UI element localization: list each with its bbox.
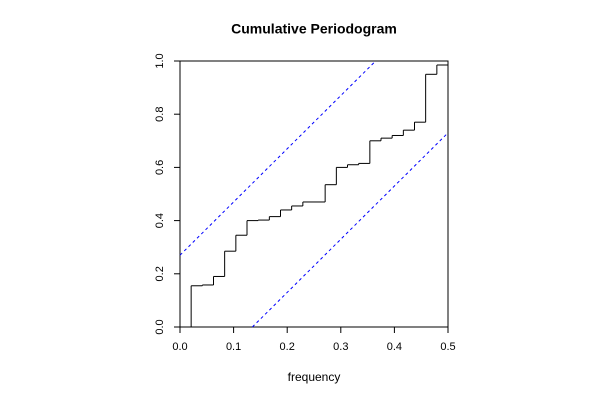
y-tick-label: 0.2 bbox=[154, 266, 166, 281]
x-tick-label: 0.0 bbox=[172, 341, 187, 353]
x-tick-label: 0.5 bbox=[440, 341, 455, 353]
x-tick-label: 0.3 bbox=[333, 341, 348, 353]
x-axis-label: frequency bbox=[288, 370, 341, 384]
y-tick-label: 0.6 bbox=[154, 160, 166, 175]
confidence-band bbox=[252, 132, 449, 328]
chart-title: Cumulative Periodogram bbox=[231, 21, 397, 37]
x-tick-label: 0.2 bbox=[280, 341, 295, 353]
plot-frame bbox=[179, 60, 449, 328]
y-tick-label: 0.0 bbox=[154, 319, 166, 334]
y-tick-label: 1.0 bbox=[154, 53, 166, 68]
x-tick-label: 0.4 bbox=[387, 341, 402, 353]
y-tick-label: 0.4 bbox=[154, 213, 166, 228]
x-tick-label: 0.1 bbox=[226, 341, 241, 353]
confidence-band bbox=[179, 60, 376, 256]
y-tick-label: 0.8 bbox=[154, 107, 166, 122]
